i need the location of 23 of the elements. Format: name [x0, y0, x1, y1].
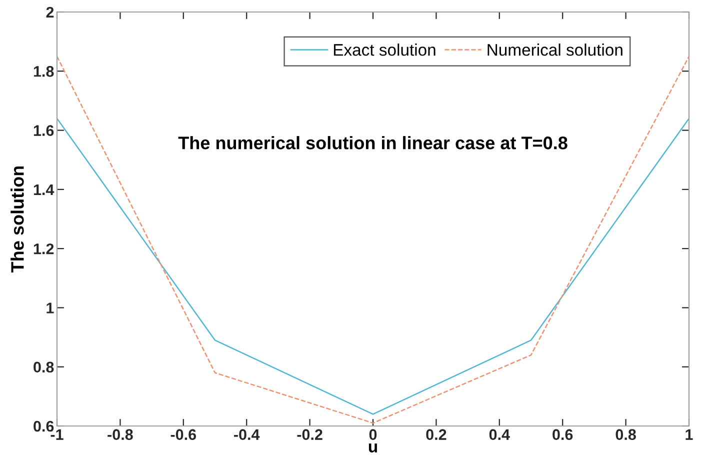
y-tick-label: 1.8: [34, 66, 54, 77]
x-tick-label: 1: [686, 429, 693, 440]
x-tick-label: -0.4: [234, 429, 260, 440]
y-tick-label: 1.6: [34, 125, 54, 136]
x-tick-label: -0.2: [297, 429, 322, 440]
x-tick-label: 0.8: [616, 429, 636, 440]
x-tick-label: 0.4: [489, 429, 510, 440]
y-tick-label: 2: [46, 6, 54, 18]
legend-label: Numerical solution: [488, 44, 622, 56]
y-tick-label: 1: [46, 302, 54, 314]
x-tick-label: 0.6: [552, 429, 573, 440]
x-tick-label: -0.8: [108, 429, 133, 440]
y-tick-label: 1.4: [34, 184, 54, 195]
x-tick-label: 0.2: [426, 429, 446, 440]
x-axis-title: u: [368, 444, 377, 452]
line-series: [57, 56, 689, 424]
x-tick-label: 0: [369, 429, 377, 440]
x-tick-label: -0.6: [170, 429, 196, 440]
y-tick-label: 1.2: [34, 243, 54, 254]
y-axis-title: The solution: [10, 166, 24, 272]
y-tick-label: 0.8: [34, 362, 54, 373]
legend-label: Exact solution: [334, 44, 436, 56]
text: The numerical solution in linear case at T=0.8: [178, 136, 568, 150]
